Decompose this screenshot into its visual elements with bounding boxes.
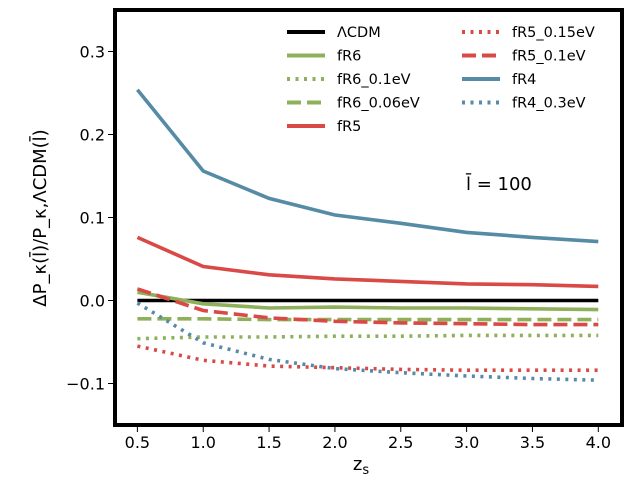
legend-label--cdm: ΛCDM bbox=[337, 25, 381, 41]
x-tick-label: 3.5 bbox=[520, 433, 545, 452]
series-line-fr5-0-15ev bbox=[137, 344, 599, 373]
legend-label-fr6: fR6 bbox=[337, 49, 361, 65]
x-tick-label: 2.5 bbox=[388, 433, 413, 452]
legend-label-fr6-0-1ev: fR6_0.1eV bbox=[337, 72, 411, 88]
series-line-fr4 bbox=[136, 88, 599, 244]
series-layer bbox=[136, 88, 599, 382]
x-axis-title-main: z bbox=[353, 454, 362, 475]
x-tick-label: 0.5 bbox=[125, 433, 150, 452]
y-tick-label: 0.3 bbox=[80, 43, 105, 62]
x-axis-title-sub: s bbox=[362, 463, 369, 478]
y-tick-label: −0.1 bbox=[66, 375, 105, 394]
tick-layer: 0.5 1.0 1.5 2.0 2.5 3.0 3.5 4.0 −0.1 0.0 0.1 0.2 0.3 bbox=[66, 43, 611, 453]
plot-frame bbox=[113, 8, 624, 427]
series-line-fr6-0-06ev bbox=[137, 316, 599, 322]
legend: ΛCDM fR6 fR6_0.1eV fR6_0.06eV fR5 fR5_0.15eVf… bbox=[287, 25, 595, 135]
x-tick-label: 2.0 bbox=[322, 433, 347, 452]
x-tick-label: 4.0 bbox=[586, 433, 611, 452]
y-axis-title: ΔP_κ(l̄)/P_κ,ΛCDM(l̄) bbox=[29, 129, 51, 306]
legend-label-fr5: fR5 bbox=[337, 119, 361, 135]
legend-label-fr4-0-3ev: fR4_0.3eV bbox=[512, 96, 586, 112]
y-tick-label: 0.2 bbox=[80, 126, 105, 145]
series-line-fr5 bbox=[136, 235, 599, 289]
y-tick-label: 0.0 bbox=[80, 292, 105, 311]
annotation-lbar: l̄ = 100 bbox=[465, 173, 532, 195]
y-tick-label: 0.1 bbox=[80, 209, 105, 228]
x-tick-label: 3.0 bbox=[454, 433, 479, 452]
legend-label-fr5-0-15ev: fR5_0.15eV bbox=[512, 25, 595, 41]
series-line-fr6 bbox=[137, 290, 599, 312]
x-tick-label: 1.5 bbox=[256, 433, 281, 452]
legend-label-fr4: fR4 bbox=[512, 72, 536, 88]
legend-label-fr6-0-06ev: fR6_0.06eV bbox=[337, 96, 420, 112]
x-tick-label: 1.0 bbox=[191, 433, 216, 452]
series-line-fr5-0-1ev bbox=[136, 287, 599, 327]
x-axis-title: zs bbox=[353, 454, 369, 478]
legend-label-fr5-0-1ev: fR5_0.1eV bbox=[512, 49, 586, 65]
series-line-fr6-0-1ev bbox=[137, 333, 599, 341]
